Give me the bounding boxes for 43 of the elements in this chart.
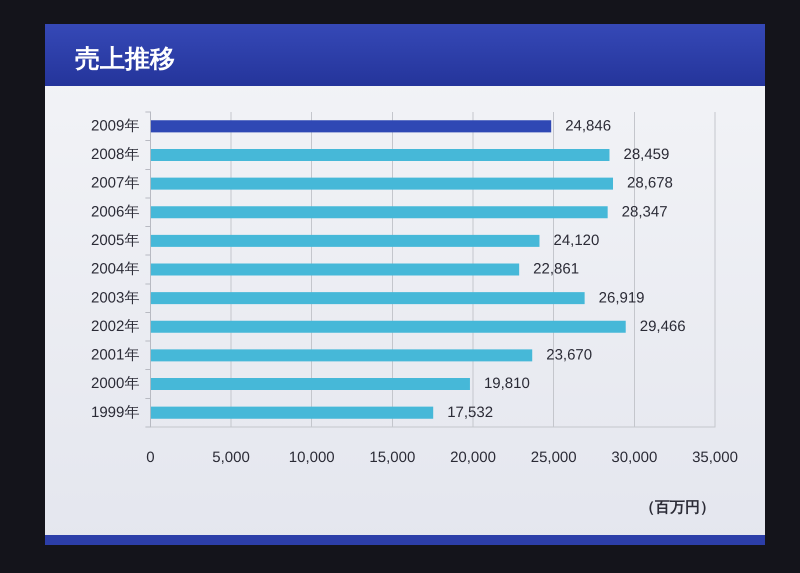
x-tick-label: 0 [146,449,155,466]
x-axis-title: （百万円） [640,498,715,516]
x-tick-label: 35,000 [692,449,738,466]
data-label: 22,861 [533,260,580,278]
y-tick-label: 2000年 [90,375,140,392]
bar [150,120,552,132]
x-tick-label: 20,000 [450,449,496,466]
y-tick-label: 2002年 [90,318,140,335]
x-tick-label: 25,000 [530,449,577,466]
data-label: 24,120 [553,232,600,250]
data-label: 23,670 [546,346,592,364]
y-tick-label: 2004年 [90,260,140,278]
data-label: 19,810 [484,375,530,392]
bar [150,320,626,333]
bar [150,234,540,247]
y-tick-label: 2001年 [90,346,140,364]
data-label: 26,919 [598,289,645,306]
y-tick-label: 2009年 [90,117,140,134]
bar [150,206,608,218]
bar [150,349,532,362]
bar [150,148,610,161]
data-label: 28,459 [623,146,670,164]
data-label: 28,347 [622,203,668,220]
x-tick-label: 30,000 [611,449,658,466]
x-tick-label: 15,000 [369,449,416,466]
data-label: 29,466 [640,318,686,335]
y-tick-label: 2003年 [90,289,140,306]
chart-title: 売上推移 [75,43,175,75]
x-tick-label: 10,000 [288,449,335,466]
bar [150,178,614,190]
y-tick-label: 2007年 [90,174,140,192]
bar [150,406,434,419]
bar [150,292,585,304]
x-tick-label: 5,000 [212,449,250,466]
bar [150,263,520,276]
data-label: 24,846 [565,117,612,134]
y-tick-label: 2005年 [90,232,140,250]
y-tick-label: 2008年 [90,146,140,164]
y-tick-label: 2006年 [90,203,140,220]
y-tick-label: 1999年 [90,404,140,421]
data-label: 17,532 [447,404,494,421]
bar [150,378,470,390]
data-label: 28,678 [627,174,673,192]
